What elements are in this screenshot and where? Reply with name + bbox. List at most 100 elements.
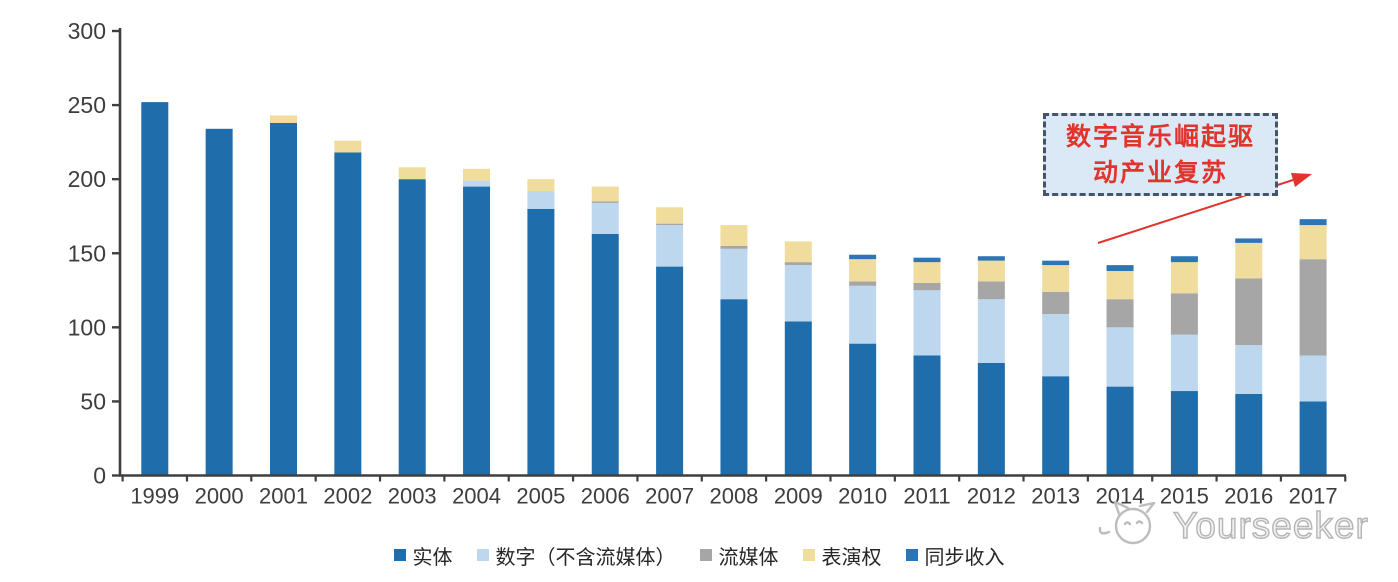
bar-segment-同步收入-2012 <box>977 256 1005 261</box>
x-tick-label: 2015 <box>1160 484 1209 509</box>
y-tick-label: 100 <box>68 314 106 340</box>
x-tick-label: 2008 <box>709 484 758 509</box>
bar-segment-数字（不含流媒体）-2004 <box>463 180 491 187</box>
y-tick-label: 0 <box>93 463 106 489</box>
bar-segment-实体-2017 <box>1299 401 1327 476</box>
bar-segment-数字（不含流媒体）-2005 <box>527 191 555 209</box>
x-tick-label: 2010 <box>838 484 887 509</box>
legend-item-实体: 实体 <box>393 541 453 570</box>
bar-segment-表演权-2009 <box>784 241 812 263</box>
bar-segment-数字（不含流媒体）-2011 <box>913 290 941 356</box>
legend-label: 流媒体 <box>718 544 779 569</box>
x-tick-label: 2000 <box>195 484 244 509</box>
x-tick-label: 2013 <box>1031 484 1080 509</box>
bar-segment-实体-2009 <box>784 321 812 476</box>
bar-segment-实体-2010 <box>849 343 877 476</box>
bar-segment-表演权-2007 <box>656 207 684 224</box>
annotation-text-line1: 数字音乐崛起驱 <box>1065 121 1255 151</box>
legend-label: 数字（不含流媒体） <box>495 544 676 569</box>
annotation-text-line2: 动产业复苏 <box>1092 157 1228 187</box>
bar-segment-流媒体-2009 <box>784 262 812 266</box>
bar-segment-流媒体-2014 <box>1106 299 1134 328</box>
bar-segment-流媒体-2006 <box>591 201 619 203</box>
legend-label: 实体 <box>412 544 453 569</box>
bar-segment-表演权-2003 <box>398 167 426 180</box>
annotation-callout: 数字音乐崛起驱 动产业复苏 <box>1043 113 1278 196</box>
bar-segment-实体-2013 <box>1042 376 1070 476</box>
bar-segment-流媒体-2012 <box>977 281 1005 300</box>
x-tick-label: 2009 <box>774 484 823 509</box>
x-tick-label: 2004 <box>452 484 501 509</box>
bar-segment-流媒体-2008 <box>720 245 748 249</box>
bar-segment-流媒体-2016 <box>1235 278 1263 346</box>
bar-segment-同步收入-2013 <box>1042 260 1070 266</box>
bar-segment-同步收入-2017 <box>1299 219 1327 226</box>
bar-segment-流媒体-2015 <box>1170 293 1198 335</box>
bar-segment-表演权-2001 <box>270 115 297 123</box>
x-tick-label: 2016 <box>1224 484 1273 509</box>
legend-label: 表演权 <box>821 544 882 569</box>
legend-swatch-icon <box>802 549 815 561</box>
bar-segment-实体-2016 <box>1235 394 1263 476</box>
bar-segment-实体-2003 <box>398 179 426 476</box>
trend-arrow-head <box>1291 173 1312 187</box>
bar-segment-实体-2001 <box>270 122 297 476</box>
bar-segment-流媒体-2017 <box>1299 259 1327 356</box>
x-tick-label: 2002 <box>323 484 372 509</box>
bar-segment-实体-2007 <box>656 266 684 476</box>
bar-segment-实体-1999 <box>141 102 169 476</box>
bar-segment-实体-2015 <box>1170 391 1198 476</box>
bar-segment-实体-2006 <box>591 233 619 476</box>
x-tick-label: 2007 <box>645 484 694 509</box>
legend-item-数字（不含流媒体）: 数字（不含流媒体） <box>476 541 676 570</box>
bar-segment-同步收入-2016 <box>1235 238 1263 243</box>
bar-segment-数字（不含流媒体）-2012 <box>977 299 1005 363</box>
bar-segment-表演权-2011 <box>913 262 941 283</box>
bar-segment-数字（不含流媒体）-2009 <box>784 265 812 322</box>
bar-segment-实体-2012 <box>977 362 1005 476</box>
legend-swatch-icon <box>476 549 489 561</box>
bar-segment-同步收入-2011 <box>913 257 941 263</box>
legend-item-表演权: 表演权 <box>802 541 882 570</box>
bar-segment-数字（不含流媒体）-2015 <box>1170 334 1198 392</box>
y-tick-label: 250 <box>68 92 106 118</box>
x-tick-label: 2001 <box>259 484 308 509</box>
legend-label: 同步收入 <box>924 544 1005 569</box>
x-tick-label: 1999 <box>130 484 179 509</box>
x-tick-label: 2006 <box>581 484 630 509</box>
legend-swatch-icon <box>699 549 712 561</box>
bar-segment-表演权-2012 <box>977 260 1005 282</box>
bar-segment-流媒体-2013 <box>1042 291 1070 314</box>
bar-segment-同步收入-2015 <box>1170 256 1198 263</box>
legend-swatch-icon <box>905 549 918 561</box>
bar-segment-表演权-2016 <box>1235 242 1263 279</box>
bar-segment-数字（不含流媒体）-2010 <box>849 285 877 344</box>
bar-segment-表演权-2017 <box>1299 225 1327 260</box>
bar-segment-表演权-2014 <box>1106 271 1134 300</box>
x-tick-label: 2005 <box>516 484 565 509</box>
bar-segment-实体-2002 <box>334 152 362 476</box>
bar-segment-数字（不含流媒体）-2013 <box>1042 313 1070 377</box>
bar-segment-表演权-2015 <box>1170 262 1198 294</box>
x-tick-label: 2017 <box>1289 484 1338 509</box>
bar-segment-实体-2014 <box>1106 386 1134 476</box>
bar-segment-流媒体-2010 <box>849 281 877 286</box>
y-tick-label: 50 <box>80 388 106 414</box>
bar-segment-数字（不含流媒体）-2017 <box>1299 355 1327 402</box>
chart-legend: 实体 数字（不含流媒体） 流媒体 表演权 同步收入 <box>0 539 1398 571</box>
bar-segment-表演权-2002 <box>334 140 362 153</box>
bar-segment-数字（不含流媒体）-2014 <box>1106 327 1134 387</box>
bar-segment-同步收入-2014 <box>1106 265 1134 272</box>
bar-segment-表演权-2008 <box>720 225 748 246</box>
x-tick-label: 2014 <box>1096 484 1145 509</box>
bar-segment-表演权-2013 <box>1042 265 1070 292</box>
bar-segment-数字（不含流媒体）-2016 <box>1235 345 1263 395</box>
bar-segment-数字（不含流媒体）-2008 <box>720 248 748 300</box>
bar-segment-流媒体-2007 <box>656 223 684 226</box>
bar-segment-数字（不含流媒体）-2006 <box>591 202 619 234</box>
x-tick-label: 2012 <box>967 484 1016 509</box>
bar-segment-同步收入-2010 <box>849 254 877 260</box>
bar-segment-流媒体-2011 <box>913 282 941 291</box>
